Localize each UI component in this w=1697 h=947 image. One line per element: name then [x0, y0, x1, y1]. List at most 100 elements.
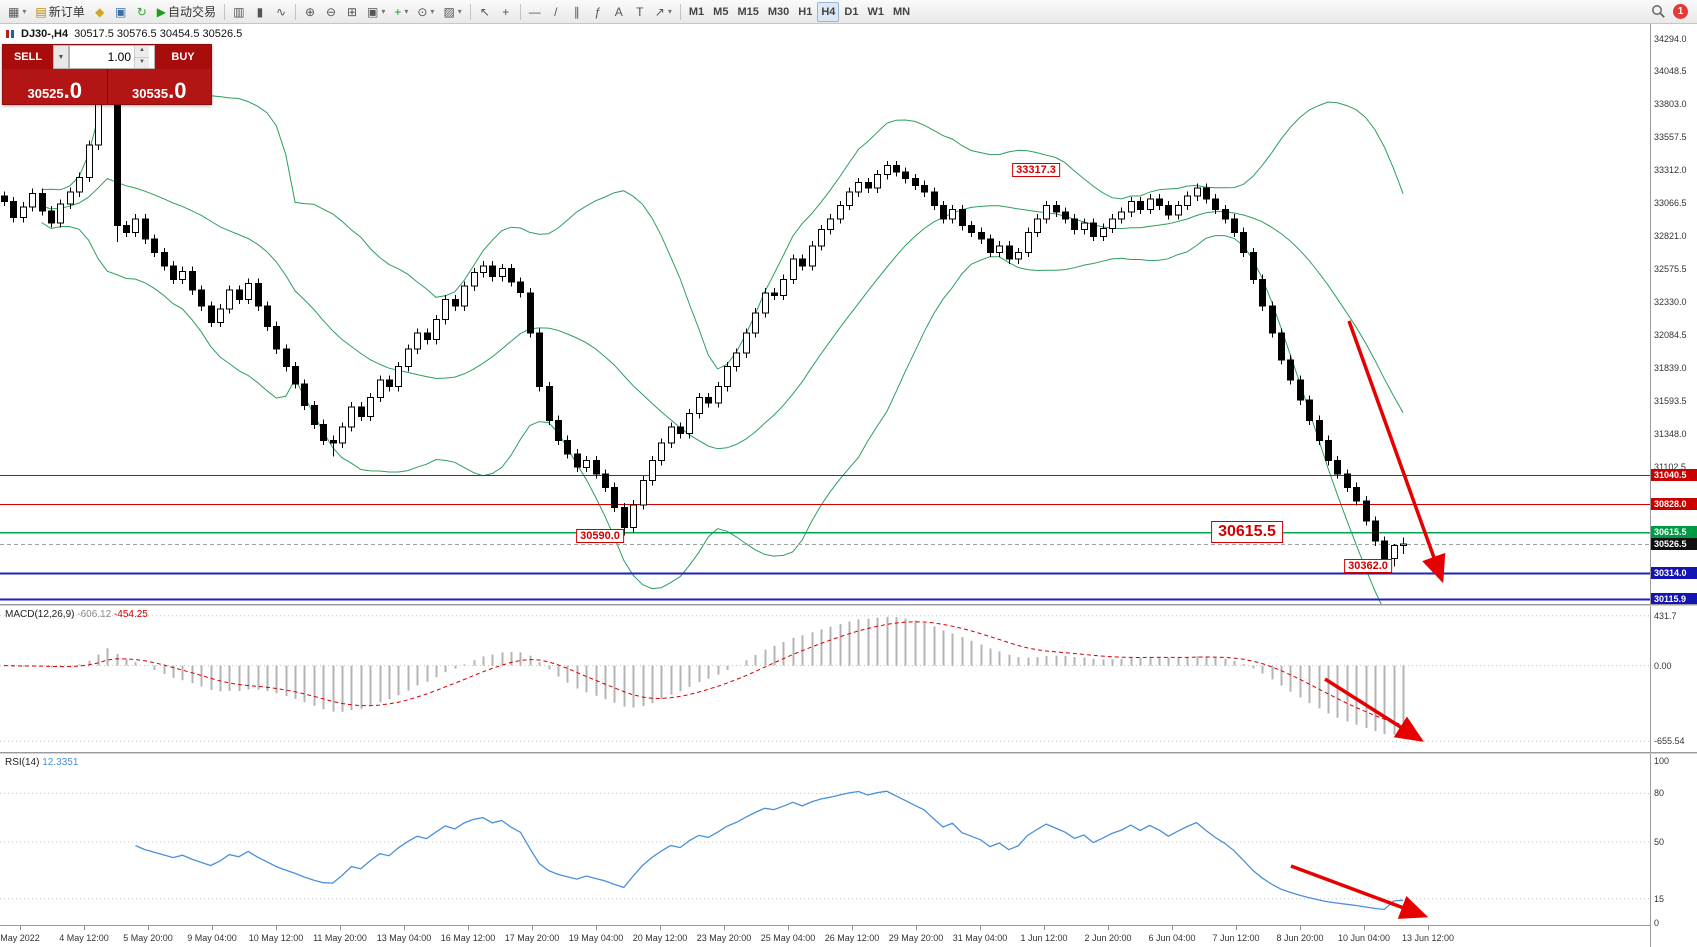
volume-input[interactable]	[70, 46, 134, 68]
market-watch-button[interactable]: ◆	[90, 2, 110, 22]
time-axis[interactable]: May 2022 4 May 12:00 5 May 20:00 9 May 04:0…	[0, 925, 1650, 947]
time-axis-label: 23 May 20:00	[696, 933, 752, 943]
buy-button[interactable]: BUY	[155, 45, 211, 69]
notification-badge[interactable]: 1	[1673, 4, 1688, 19]
price-axis-tick: 33312.0	[1654, 165, 1687, 176]
time-axis-label: 29 May 20:00	[888, 933, 944, 943]
search-icon[interactable]	[1651, 4, 1666, 19]
trendline-button[interactable]: /	[546, 2, 566, 22]
time-axis-tick	[1044, 926, 1045, 930]
macd-value: -606.12	[77, 609, 112, 620]
price-tag: 30115.9	[1651, 593, 1697, 606]
price-annotation[interactable]: 30590.0	[576, 528, 624, 543]
chevron-down-icon: ▾	[430, 7, 435, 16]
chevron-down-icon: ▾	[22, 7, 27, 16]
timeframe-w1[interactable]: W1	[863, 2, 888, 22]
data-window-button[interactable]: ▣	[111, 2, 131, 22]
indicators-button[interactable]: + ▾	[390, 2, 412, 22]
price-annotation[interactable]: 33317.3	[1012, 162, 1060, 177]
new-order-button[interactable]: ▤ 新订单	[31, 2, 88, 22]
macd-axis-label: 431.7	[1654, 610, 1677, 621]
channel-button[interactable]: ∥	[567, 2, 587, 22]
timeframe-mn[interactable]: MN	[889, 2, 914, 22]
cursor-button-icon: ↖	[479, 4, 490, 19]
timeframe-d1[interactable]: D1	[840, 2, 862, 22]
horizontal-line-button[interactable]: —	[525, 2, 545, 22]
new-chart-button[interactable]: ▦ ▾	[4, 2, 30, 22]
new-order-button-label: 新订单	[48, 5, 85, 19]
timeframe-m1[interactable]: M1	[685, 2, 708, 22]
periods-button-icon: ⊙	[417, 4, 428, 19]
chevron-down-icon: ▾	[381, 7, 386, 16]
toolbar-separator	[519, 3, 521, 20]
price-axis[interactable]: 34294.0 34048.5 33803.0 33557.5 33312.0 33066…	[1650, 24, 1697, 947]
tile-windows-button-icon: ⊞	[346, 4, 357, 19]
rsi-axis-label: 15	[1654, 893, 1665, 904]
timeframe-h1[interactable]: H1	[794, 2, 816, 22]
toolbar-separator	[469, 3, 471, 20]
auto-trading-button[interactable]: ▶ 自动交易	[153, 2, 220, 22]
crosshair-button[interactable]: +	[496, 2, 516, 22]
toolbar-right-group: 1	[1651, 4, 1697, 19]
horizontal-line-button-icon: —	[528, 4, 541, 19]
line-chart-icon[interactable]: ∿	[271, 2, 291, 22]
time-axis-label: 31 May 04:00	[952, 933, 1008, 943]
time-axis-label: 8 Jun 20:00	[1276, 933, 1324, 943]
crosshair-button-icon: +	[502, 4, 510, 19]
arrange-windows-button[interactable]: ▣ ▾	[363, 2, 389, 22]
macd-panel[interactable]	[0, 606, 1650, 752]
price-annotation[interactable]: 30362.0	[1344, 559, 1392, 574]
buy-price-big: .0	[168, 78, 187, 104]
channel-button-icon: ∥	[573, 4, 580, 19]
panel-divider[interactable]	[0, 604, 1697, 606]
candlestick-chart-icon[interactable]: ▮	[250, 2, 270, 22]
rsi-panel[interactable]	[0, 754, 1650, 925]
chevron-down-icon: ▾	[457, 7, 462, 16]
time-axis-tick	[788, 926, 789, 930]
rsi-line	[135, 790, 1404, 911]
ohlc-bars-icon[interactable]: ▥	[229, 2, 249, 22]
rsi-axis-label: 0	[1654, 918, 1660, 928]
timeframe-h4[interactable]: H4	[817, 1, 840, 22]
time-axis-label: 16 May 12:00	[440, 933, 496, 943]
trend-arrow[interactable]	[1290, 864, 1429, 919]
auto-trading-button-icon: ▶	[156, 4, 166, 19]
cursor-button[interactable]: ↖	[475, 2, 495, 22]
time-axis-tick	[596, 926, 597, 930]
trend-arrow[interactable]	[1347, 320, 1446, 584]
fibonacci-button[interactable]: ƒ	[588, 2, 608, 22]
tile-windows-button[interactable]: ⊞	[342, 2, 362, 22]
timeframe-w1-label: W1	[867, 5, 884, 18]
price-axis-tick: 31348.0	[1654, 428, 1687, 439]
volume-down-button[interactable]: ▼	[134, 57, 149, 68]
templates-button[interactable]: ▨ ▾	[439, 2, 465, 22]
time-axis-tick	[532, 926, 533, 930]
panel-divider[interactable]	[0, 752, 1697, 754]
time-axis-tick	[660, 926, 661, 930]
navigator-button[interactable]: ↻	[132, 2, 152, 22]
sell-price[interactable]: 30525 .0	[3, 69, 107, 104]
label-button[interactable]: T	[630, 2, 650, 22]
volume-up-button[interactable]: ▲	[134, 46, 149, 58]
main-chart[interactable]	[0, 24, 1650, 604]
time-axis-label: May 2022	[0, 933, 40, 943]
text-button[interactable]: A	[609, 2, 629, 22]
buy-price[interactable]: 30535 .0	[107, 69, 211, 104]
timeframe-m15[interactable]: M15	[733, 2, 762, 22]
timeframe-m1-label: M1	[688, 5, 705, 18]
time-axis-label: 26 May 12:00	[824, 933, 880, 943]
zoom-in-button[interactable]: ⊕	[300, 2, 320, 22]
trend-arrow[interactable]	[1324, 677, 1424, 742]
timeframe-m30[interactable]: M30	[764, 2, 793, 22]
time-axis-label: 9 May 04:00	[187, 933, 237, 943]
timeframe-m5-label: M5	[713, 5, 729, 18]
time-axis-tick	[1172, 926, 1173, 930]
zoom-out-button[interactable]: ⊖	[321, 2, 341, 22]
time-axis-tick	[724, 926, 725, 930]
timeframe-m5[interactable]: M5	[709, 2, 732, 22]
periods-button[interactable]: ⊙ ▾	[413, 2, 438, 22]
order-type-dropdown[interactable]: ▼	[53, 45, 69, 69]
sell-button[interactable]: SELL	[3, 45, 53, 69]
arrows-button[interactable]: ↗ ▾	[651, 2, 676, 22]
price-annotation[interactable]: 30615.5	[1211, 521, 1283, 544]
